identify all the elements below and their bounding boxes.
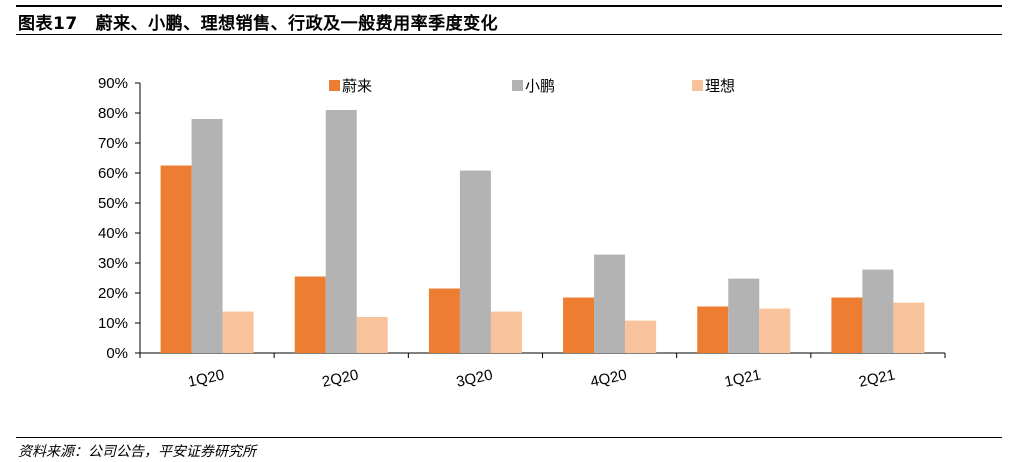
bar — [697, 306, 729, 353]
source-note: 资料来源：公司公告，平安证券研究所 — [18, 444, 256, 460]
bar — [594, 254, 626, 353]
bar — [831, 297, 863, 353]
bar — [160, 165, 192, 353]
y-tick-label: 0% — [106, 345, 128, 362]
bar — [625, 320, 657, 353]
bar — [459, 170, 491, 353]
bar — [490, 311, 522, 353]
figure-title: 图表17 蔚来、小鹏、理想销售、行政及一般费用率季度变化 — [18, 9, 498, 34]
x-axis: 1Q20 2Q20 3Q20 4Q20 1Q21 2Q21 — [139, 352, 946, 391]
bar — [356, 317, 388, 353]
y-tick-label: 50% — [98, 195, 128, 212]
figure-header: 图表17 蔚来、小鹏、理想销售、行政及一般费用率季度变化 — [16, 5, 1002, 35]
x-tick-label: 2Q21 — [857, 366, 896, 390]
x-tick-label: 1Q20 — [186, 366, 225, 390]
legend-swatch — [692, 80, 703, 91]
bar — [294, 276, 326, 353]
bar — [325, 110, 357, 353]
legend-label: 小鹏 — [525, 78, 555, 95]
legend: 蔚来 小鹏 理想 — [329, 78, 735, 95]
bar — [222, 311, 254, 353]
legend-swatch — [512, 80, 523, 91]
x-tick-label: 4Q20 — [589, 366, 628, 390]
y-tick-label: 40% — [98, 225, 128, 242]
y-tick-label: 80% — [98, 105, 128, 122]
y-tick-label: 90% — [98, 75, 128, 92]
legend-label: 理想 — [705, 78, 735, 95]
y-tick-label: 20% — [98, 285, 128, 302]
bar — [862, 269, 894, 353]
source-divider — [16, 437, 1002, 438]
y-tick-label: 60% — [98, 165, 128, 182]
x-tick-label: 2Q20 — [321, 366, 360, 390]
x-tick-label: 3Q20 — [455, 366, 494, 390]
bar — [191, 119, 223, 353]
figure-label: 图表17 — [18, 14, 78, 34]
legend-label: 蔚来 — [342, 78, 372, 95]
x-tick-label: 1Q21 — [723, 366, 762, 390]
y-axis: 0% 10% 20% 30% 40% 50% 60% 70% 80% 90% — [98, 75, 141, 362]
y-tick-label: 70% — [98, 135, 128, 152]
bar — [428, 288, 460, 353]
bar — [563, 297, 595, 353]
y-tick-label: 30% — [98, 255, 128, 272]
y-tick-label: 10% — [98, 315, 128, 332]
bar — [759, 308, 791, 353]
bars — [160, 110, 925, 353]
legend-swatch — [329, 80, 340, 91]
bar — [893, 302, 925, 353]
figure-title-text: 蔚来、小鹏、理想销售、行政及一般费用率季度变化 — [95, 14, 499, 34]
bar — [728, 278, 760, 353]
